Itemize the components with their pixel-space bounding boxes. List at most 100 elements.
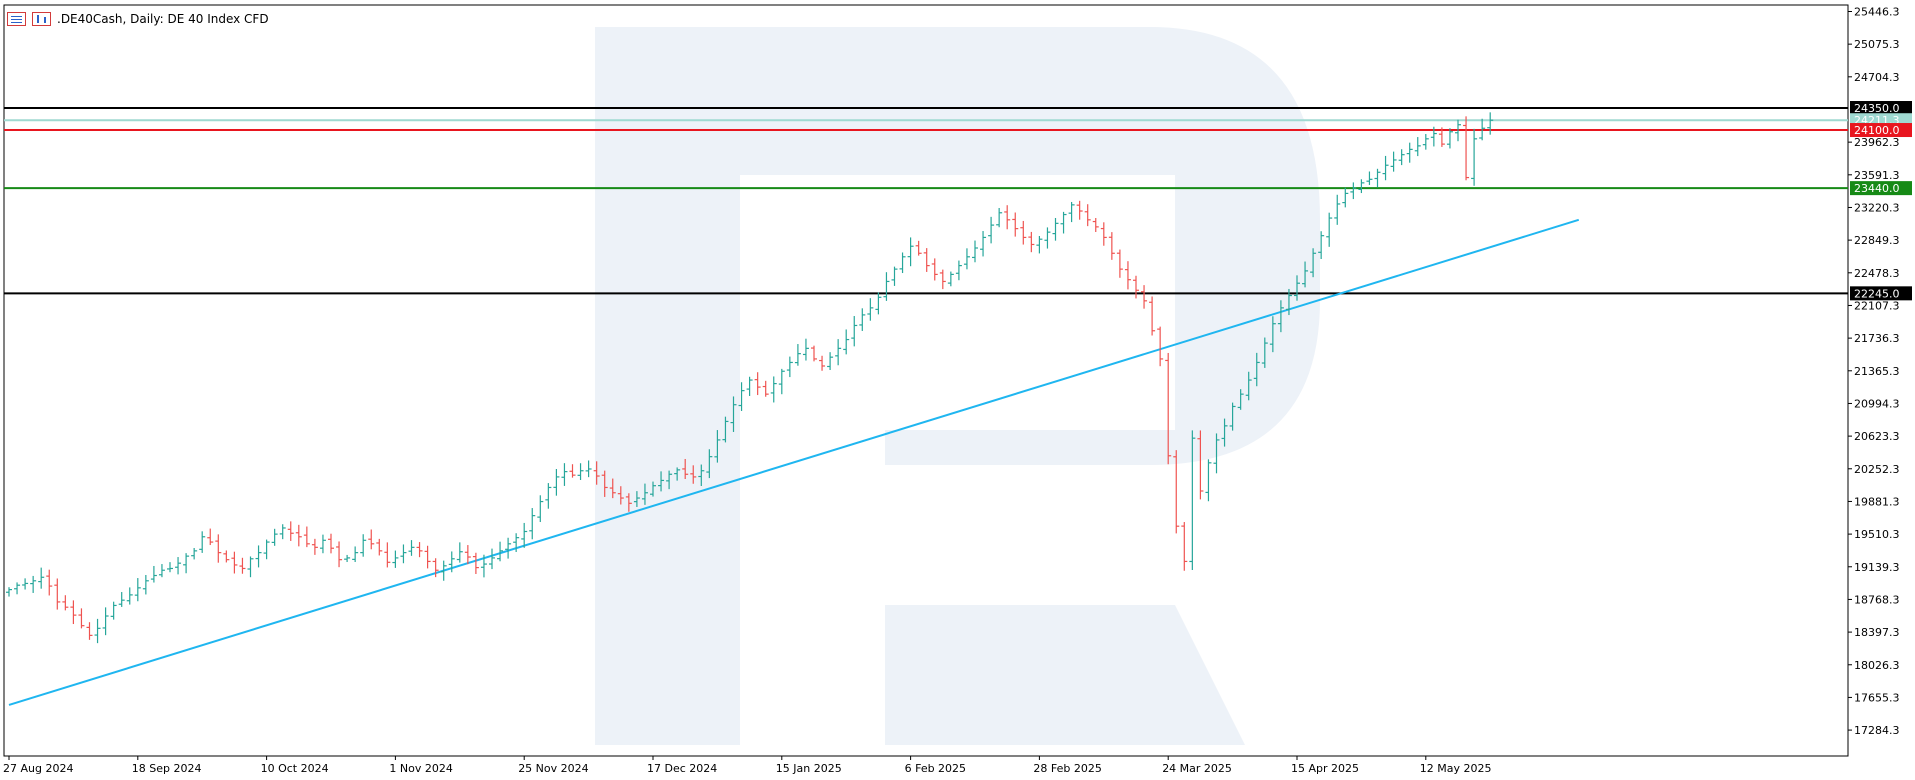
- ohlc-bar: [1036, 236, 1043, 254]
- ohlc-bar: [1382, 155, 1389, 181]
- y-axis-label: 17655.3: [1854, 691, 1900, 704]
- ohlc-bar: [1213, 433, 1220, 474]
- ohlc-bar: [1479, 118, 1486, 141]
- ohlc-bar: [714, 430, 721, 463]
- bar-chart-icon[interactable]: [32, 12, 51, 26]
- ohlc-bar: [448, 551, 455, 573]
- ohlc-bar: [706, 449, 713, 479]
- y-axis-label: 22107.3: [1854, 299, 1900, 312]
- trendline[interactable]: [8, 218, 1580, 706]
- ohlc-bar: [811, 345, 817, 362]
- ohlc-bar: [384, 542, 391, 568]
- ohlc-bar: [6, 587, 12, 597]
- x-axis-label: 15 Jan 2025: [776, 762, 842, 775]
- x-axis-label: 28 Feb 2025: [1033, 762, 1101, 775]
- ohlc-bar: [915, 240, 922, 256]
- y-axis-label: 21365.3: [1854, 365, 1900, 378]
- ohlc-bar: [891, 266, 898, 286]
- ohlc-bar: [247, 556, 254, 578]
- ohlc-bar: [126, 587, 133, 605]
- ohlc-bar: [287, 521, 294, 541]
- ohlc-bar: [432, 558, 439, 578]
- ohlc-bar: [239, 557, 246, 574]
- ohlc-bar: [794, 344, 801, 366]
- ohlc-bar: [762, 380, 769, 397]
- ohlc-bar: [827, 352, 834, 371]
- level-price-tag-4: [1850, 286, 1912, 301]
- ohlc-bar: [1237, 389, 1244, 410]
- ohlc-bar: [110, 601, 117, 620]
- x-axis-label: 12 May 2025: [1420, 762, 1492, 775]
- ohlc-bar: [263, 539, 270, 560]
- ohlc-bar: [175, 557, 182, 575]
- ohlc-bar: [1487, 112, 1494, 135]
- ohlc-bar: [118, 592, 125, 607]
- ohlc-bar: [1471, 128, 1478, 186]
- ohlc-bar: [38, 567, 45, 589]
- ohlc-bar: [22, 578, 29, 590]
- symbol-list-icon[interactable]: [7, 12, 26, 26]
- ohlc-bar: [1430, 126, 1437, 147]
- ohlc-bar: [400, 544, 407, 564]
- x-axis-label: 1 Nov 2024: [389, 762, 452, 775]
- x-axis-label: 6 Feb 2025: [905, 762, 966, 775]
- ohlc-bar: [1133, 275, 1139, 299]
- ohlc-bar: [1060, 211, 1067, 234]
- ohlc-bar: [255, 545, 262, 568]
- y-axis-label: 18768.3: [1854, 593, 1900, 606]
- ohlc-bar: [802, 338, 809, 361]
- ohlc-bar: [1366, 171, 1373, 185]
- ohlc-bar: [907, 237, 914, 267]
- ohlc-bar: [851, 316, 858, 347]
- ohlc-bar: [931, 258, 938, 281]
- ohlc-bar: [336, 541, 343, 568]
- ohlc-bar: [1173, 450, 1180, 534]
- ohlc-bar: [1302, 261, 1309, 288]
- y-axis-label: 23591.3: [1854, 169, 1900, 182]
- ohlc-bar: [778, 368, 785, 395]
- ohlc-bar: [328, 533, 334, 554]
- ohlc-bar: [1374, 168, 1381, 188]
- ohlc-bar: [408, 540, 415, 556]
- ohlc-bar: [1197, 430, 1204, 500]
- ohlc-bar: [529, 508, 536, 540]
- ohlc-bar: [207, 528, 214, 546]
- ohlc-bar: [682, 458, 689, 480]
- y-axis-label: 19510.3: [1854, 528, 1900, 541]
- ohlc-bar: [1390, 151, 1397, 172]
- ohlc-bar: [62, 595, 69, 611]
- ohlc-bar: [295, 524, 302, 547]
- ohlc-bar: [1438, 127, 1445, 147]
- y-axis-label: 20623.3: [1854, 430, 1900, 443]
- ohlc-bar: [1446, 128, 1453, 149]
- y-axis-label: 18026.3: [1854, 659, 1900, 672]
- ohlc-bar: [537, 495, 544, 523]
- ohlc-bar: [1422, 134, 1429, 150]
- ohlc-bar: [1269, 316, 1276, 353]
- level-price-label-2: 24100.0: [1854, 124, 1900, 137]
- ohlc-bar: [1245, 371, 1252, 401]
- ohlc-bar: [1277, 300, 1284, 333]
- ohlc-bar: [1108, 232, 1115, 260]
- y-axis-label: 23220.3: [1854, 201, 1900, 214]
- ohlc-bar: [947, 271, 954, 287]
- ohlc-bar: [1100, 222, 1107, 246]
- y-axis-label: 17284.3: [1854, 724, 1900, 737]
- ohlc-bar: [601, 470, 608, 497]
- ohlc-bar: [843, 329, 850, 355]
- y-axis-label: 22478.3: [1854, 267, 1900, 280]
- ohlc-bar: [480, 554, 487, 578]
- ohlc-bar: [899, 252, 906, 274]
- x-axis-label: 27 Aug 2024: [3, 762, 73, 775]
- ohlc-bar: [456, 542, 463, 563]
- ohlc-bar: [1455, 119, 1461, 142]
- ohlc-bar: [1229, 402, 1236, 431]
- x-axis-label: 18 Sep 2024: [132, 762, 202, 775]
- ohlc-bar: [1294, 275, 1300, 301]
- ohlc-bar: [1068, 201, 1075, 223]
- ohlc-bar: [1092, 217, 1099, 233]
- ohlc-bar: [561, 463, 568, 486]
- ohlc-bar: [1124, 261, 1131, 290]
- ohlc-bar: [440, 560, 447, 581]
